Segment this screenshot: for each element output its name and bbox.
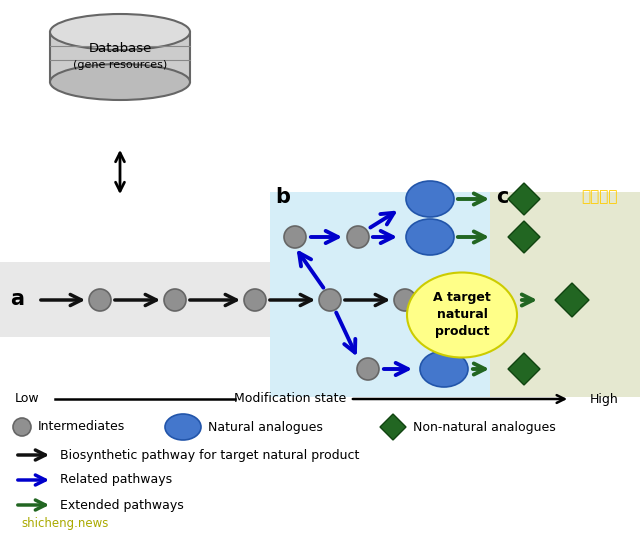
- Circle shape: [89, 289, 111, 311]
- Text: Extended pathways: Extended pathways: [60, 498, 184, 512]
- Text: shicheng.news: shicheng.news: [21, 517, 109, 529]
- Ellipse shape: [406, 219, 454, 255]
- Circle shape: [164, 289, 186, 311]
- Text: Database: Database: [88, 42, 152, 55]
- Text: b: b: [275, 187, 290, 207]
- Circle shape: [319, 289, 341, 311]
- Polygon shape: [555, 283, 589, 317]
- Text: Related pathways: Related pathways: [60, 474, 172, 487]
- Polygon shape: [380, 414, 406, 440]
- Circle shape: [347, 226, 369, 248]
- Circle shape: [394, 289, 416, 311]
- Ellipse shape: [50, 14, 190, 50]
- Text: a: a: [10, 289, 24, 309]
- Text: Non-natural analogues: Non-natural analogues: [413, 420, 556, 433]
- Ellipse shape: [420, 351, 468, 387]
- Text: c: c: [496, 187, 508, 207]
- Bar: [50, 32, 190, 82]
- Text: Biosynthetic pathway for target natural product: Biosynthetic pathway for target natural …: [60, 448, 360, 461]
- Text: 狮城新闻: 狮城新闻: [582, 190, 618, 205]
- Polygon shape: [508, 221, 540, 253]
- Polygon shape: [508, 353, 540, 385]
- Circle shape: [13, 418, 31, 436]
- Ellipse shape: [407, 272, 517, 358]
- Circle shape: [284, 226, 306, 248]
- Bar: [0, 262, 640, 337]
- Bar: [490, 192, 640, 397]
- Circle shape: [244, 289, 266, 311]
- Text: Intermediates: Intermediates: [38, 420, 125, 433]
- Text: Low: Low: [15, 393, 40, 405]
- Circle shape: [357, 358, 379, 380]
- Polygon shape: [508, 183, 540, 215]
- Text: A target
natural
product: A target natural product: [433, 292, 491, 338]
- Text: High: High: [590, 393, 619, 405]
- Text: Modification state: Modification state: [234, 393, 346, 405]
- Ellipse shape: [50, 64, 190, 100]
- Ellipse shape: [406, 181, 454, 217]
- Text: Natural analogues: Natural analogues: [208, 420, 323, 433]
- Text: (gene resources): (gene resources): [73, 60, 167, 70]
- Bar: [270, 192, 490, 397]
- Ellipse shape: [165, 414, 201, 440]
